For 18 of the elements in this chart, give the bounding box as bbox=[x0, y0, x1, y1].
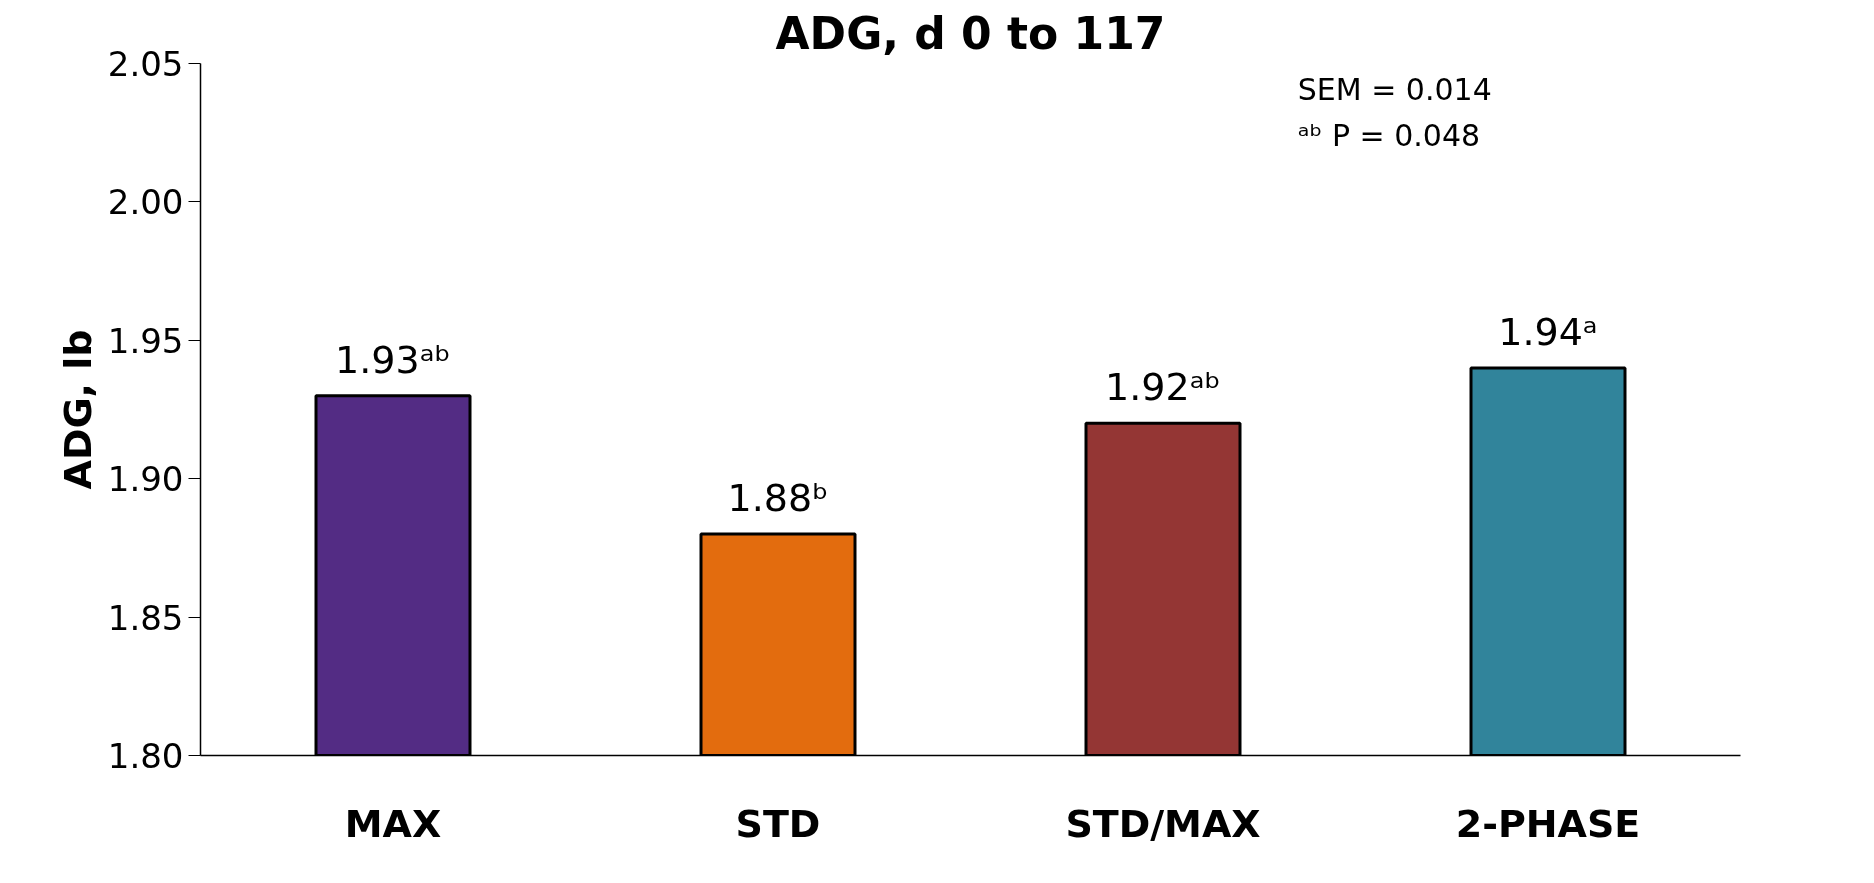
data-label: 1.92ᵃᵇ bbox=[1105, 365, 1221, 410]
annotation: ᵃᵇ P = 0.048 bbox=[1297, 117, 1481, 153]
y-tick-label: 2.00 bbox=[107, 182, 184, 223]
y-tick-label: 1.85 bbox=[107, 597, 184, 638]
y-tick-label: 1.80 bbox=[107, 736, 184, 776]
data-label: 1.94ᵃ bbox=[1498, 309, 1598, 354]
y-tick-label: 2.05 bbox=[107, 44, 184, 84]
annotation: SEM = 0.014 bbox=[1297, 71, 1492, 107]
x-tick-label: STD bbox=[735, 801, 821, 846]
y-tick-label: 1.90 bbox=[107, 459, 184, 500]
y-tick-label: 1.95 bbox=[107, 320, 184, 361]
x-tick-label: MAX bbox=[344, 801, 442, 846]
data-label: 1.93ᵃᵇ bbox=[335, 337, 451, 382]
data-label: 1.88ᵇ bbox=[727, 476, 829, 521]
chart-title: ADG, d 0 to 117 bbox=[775, 7, 1166, 59]
x-tick-label: 2-PHASE bbox=[1455, 801, 1641, 846]
y-axis-title: ADG, lb bbox=[55, 329, 100, 490]
x-tick-label: STD/MAX bbox=[1065, 801, 1261, 846]
